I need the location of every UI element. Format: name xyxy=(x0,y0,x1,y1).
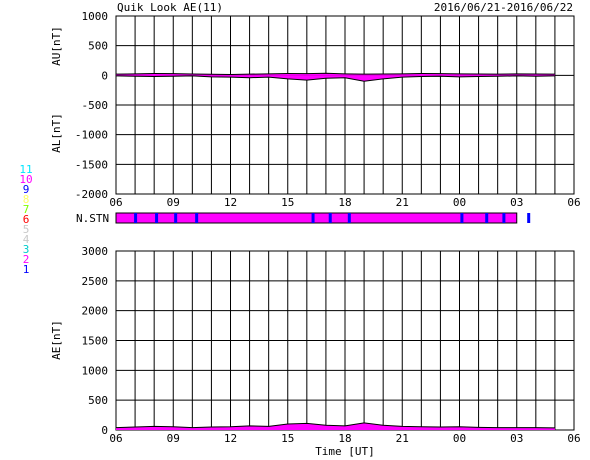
x-tick-label: 18 xyxy=(338,432,351,445)
legend-entry: 5 xyxy=(23,223,30,236)
x-tick-label: 00 xyxy=(453,196,466,209)
station-change-marker xyxy=(174,213,178,223)
station-change-marker xyxy=(195,213,199,223)
x-axis-title: Time [UT] xyxy=(315,445,375,458)
station-count-panel xyxy=(115,212,531,224)
y-tick-label: -500 xyxy=(82,99,109,112)
station-change-marker xyxy=(460,213,464,223)
y-tick-label: 2500 xyxy=(82,275,109,288)
ae-line xyxy=(115,422,555,429)
legend-entry: 4 xyxy=(23,233,30,246)
date-range: 2016/06/21-2016/06/22 xyxy=(434,1,573,14)
nstn-label: N.STN xyxy=(76,212,109,225)
y-tick-label: 1000 xyxy=(82,10,109,23)
y-tick-label: -1500 xyxy=(75,158,108,171)
y-tick-label: 0 xyxy=(101,424,108,437)
legend-entry: 10 xyxy=(19,173,32,186)
legend-entry: 8 xyxy=(23,193,30,206)
x-tick-label: 03 xyxy=(510,432,523,445)
al-axis-label: AL[nT] xyxy=(50,113,63,153)
x-tick-label: 12 xyxy=(224,432,237,445)
y-tick-label: 500 xyxy=(88,394,108,407)
legend-entry: 7 xyxy=(23,203,30,216)
station-change-marker xyxy=(527,213,531,223)
y-tick-label: 500 xyxy=(88,40,108,53)
chart-title: Quik Look AE(11) xyxy=(117,1,223,14)
x-tick-label: 18 xyxy=(338,196,351,209)
legend-entry: 1 xyxy=(23,263,30,276)
station-change-marker xyxy=(311,213,315,223)
station-change-marker xyxy=(328,213,332,223)
x-tick-label: 06 xyxy=(567,432,580,445)
y-tick-label: 1500 xyxy=(82,335,109,348)
y-tick-label: 0 xyxy=(101,69,108,82)
ae-axis-label: AE[nT] xyxy=(50,320,63,360)
station-change-marker xyxy=(134,213,138,223)
y-tick-label: -2000 xyxy=(75,188,108,201)
x-tick-label: 15 xyxy=(281,196,294,209)
y-tick-label: 1000 xyxy=(82,364,109,377)
station-change-marker xyxy=(485,213,489,223)
x-tick-label: 21 xyxy=(396,196,409,209)
station-change-marker xyxy=(347,213,351,223)
legend-entry: 6 xyxy=(23,213,30,226)
x-tick-label: 21 xyxy=(396,432,409,445)
legend-entry: 2 xyxy=(23,253,30,266)
x-tick-label: 09 xyxy=(167,432,180,445)
x-tick-label: 15 xyxy=(281,432,294,445)
station-change-marker xyxy=(155,213,159,223)
legend-entry: 3 xyxy=(23,243,30,256)
y-tick-label: 3000 xyxy=(82,245,109,258)
station-change-marker xyxy=(502,213,506,223)
al-line xyxy=(115,75,555,82)
x-tick-label: 00 xyxy=(453,432,466,445)
station-count-band xyxy=(115,212,518,224)
x-tick-label: 06 xyxy=(567,196,580,209)
x-tick-label: 06 xyxy=(109,196,122,209)
x-tick-label: 03 xyxy=(510,196,523,209)
au-line xyxy=(115,72,555,75)
ae-area xyxy=(116,422,555,430)
y-tick-label: -1000 xyxy=(75,129,108,142)
legend-entry: 11 xyxy=(19,163,32,176)
y-tick-label: 2000 xyxy=(82,305,109,318)
x-tick-label: 06 xyxy=(109,432,122,445)
legend-entry: 9 xyxy=(23,183,30,196)
au-axis-label: AU[nT] xyxy=(50,26,63,66)
x-tick-label: 12 xyxy=(224,196,237,209)
x-tick-label: 09 xyxy=(167,196,180,209)
